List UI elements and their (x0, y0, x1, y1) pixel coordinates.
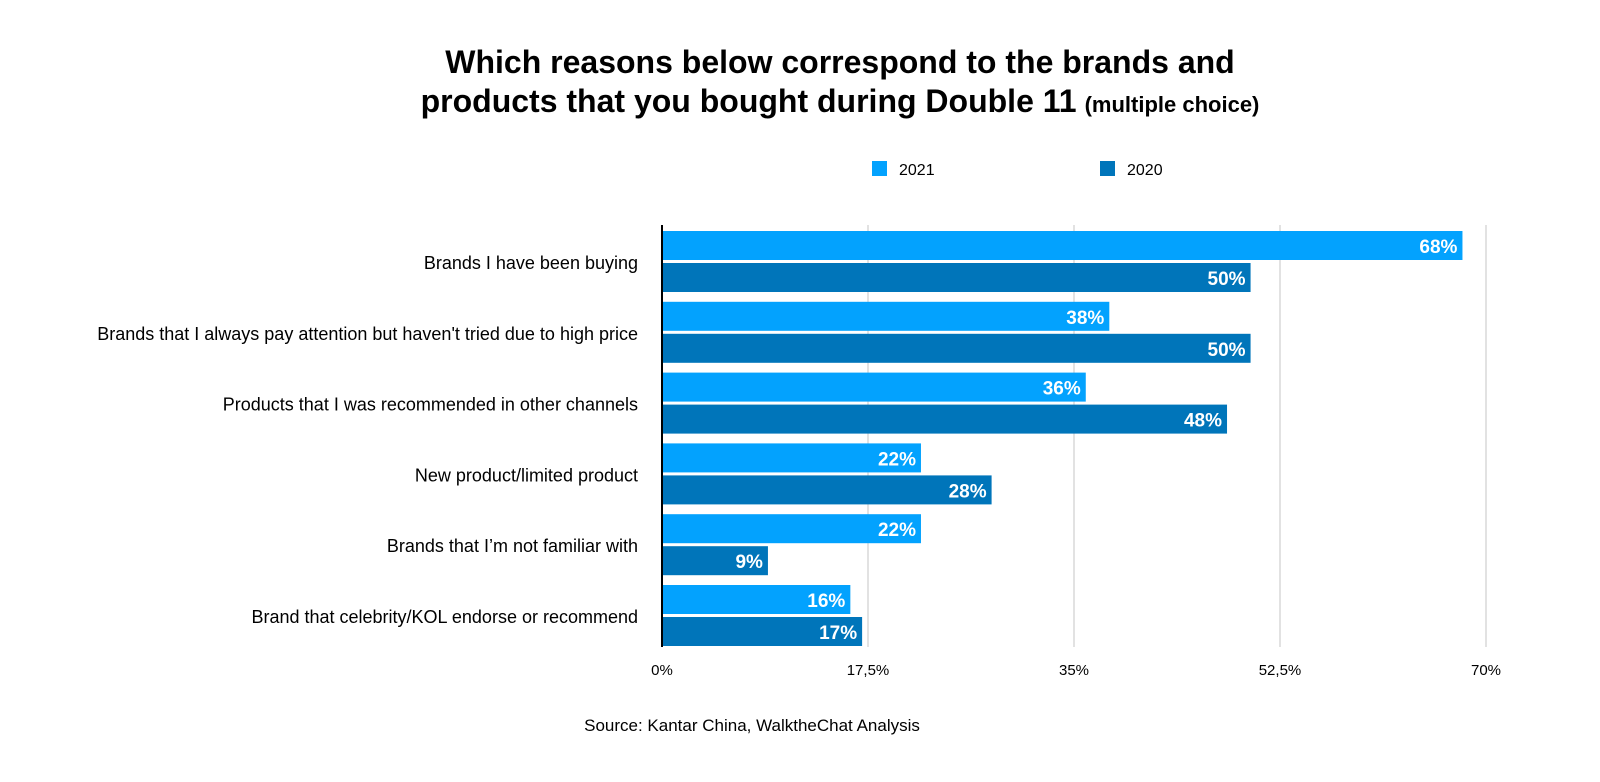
data-label: 50% (1208, 269, 1246, 290)
category-label: New product/limited product (415, 465, 638, 485)
data-label: 28% (949, 481, 987, 502)
bar-2021 (662, 301, 1110, 331)
data-label: 16% (807, 591, 845, 612)
legend-label: 2020 (1127, 162, 1163, 179)
chart-title-line2: products that you bought during Double 1… (421, 83, 1260, 119)
legend-swatch (1100, 161, 1115, 176)
data-label: 22% (878, 449, 916, 470)
data-label: 22% (878, 520, 916, 541)
x-tick-label: 0% (651, 662, 673, 679)
category-label: Brands that I’m not familiar with (387, 536, 638, 556)
bar-2021 (662, 231, 1463, 260)
data-label: 48% (1184, 411, 1222, 432)
data-label: 9% (735, 552, 763, 573)
bars: 68% 50% 38% 50% 36% 48% 22% 28% 22% 9% 16% 17% (662, 231, 1463, 646)
category-labels: Brands I have been buying Brands that I a… (97, 253, 638, 627)
x-axis-ticks: 0% 17,5% 35% 52,5% 70% (651, 662, 1501, 679)
chart-title-line1: Which reasons below correspond to the br… (445, 44, 1234, 80)
category-label: Brands I have been buying (424, 253, 638, 273)
bar-2020 (662, 546, 768, 576)
chart-subtitle: (multiple choice) (1085, 92, 1260, 117)
legend-label: 2021 (899, 162, 935, 179)
x-tick-label: 52,5% (1259, 662, 1302, 679)
bar-2020 (662, 617, 863, 646)
data-label: 68% (1419, 237, 1457, 258)
category-label: Products that I was recommended in other… (223, 395, 638, 415)
x-tick-label: 17,5% (847, 662, 890, 679)
x-tick-label: 35% (1059, 662, 1089, 679)
data-label: 17% (819, 623, 857, 644)
bar-2020 (662, 333, 1251, 363)
category-label: Brand that celebrity/KOL endorse or reco… (251, 607, 638, 627)
bar-2021 (662, 372, 1086, 402)
source-note: Source: Kantar China, WalktheChat Analys… (584, 716, 920, 735)
data-label: 50% (1208, 340, 1246, 361)
bar-2021 (662, 585, 851, 614)
legend-swatch (872, 161, 887, 176)
bar-2020 (662, 475, 992, 505)
title-main: products that you bought during Double 1… (421, 83, 1077, 119)
x-tick-label: 70% (1471, 662, 1501, 679)
bar-2020 (662, 404, 1228, 434)
bar-2021 (662, 514, 921, 544)
legend: 2021 2020 (872, 161, 1163, 179)
category-label: Brands that I always pay attention but h… (97, 324, 638, 344)
data-label: 36% (1043, 379, 1081, 400)
bar-2021 (662, 443, 921, 473)
bar-2020 (662, 263, 1251, 292)
gridlines (867, 225, 1487, 647)
data-label: 38% (1066, 308, 1104, 329)
